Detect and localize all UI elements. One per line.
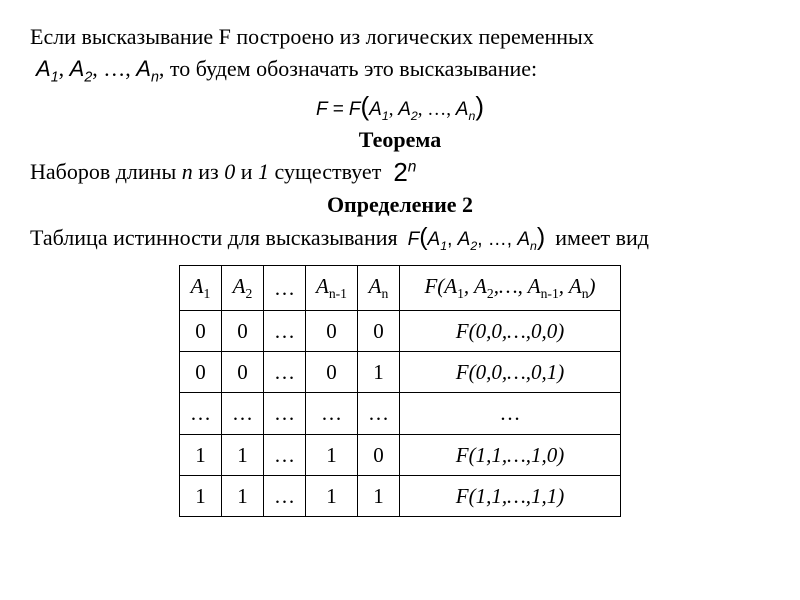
cell: 0 xyxy=(221,310,263,351)
cell: … xyxy=(263,476,305,517)
cell: … xyxy=(263,352,305,393)
cell: 1 xyxy=(221,476,263,517)
cell: … xyxy=(263,434,305,475)
cell: 1 xyxy=(358,352,400,393)
cell: 0 xyxy=(305,352,357,393)
cell-f: F(1,1,…,1,1) xyxy=(400,476,621,517)
theorem-label: Теорема xyxy=(30,125,770,155)
cell: 1 xyxy=(305,434,357,475)
line-4: Таблица истинности для высказывания F(A1… xyxy=(30,221,770,255)
cell: 1 xyxy=(358,476,400,517)
cell: … xyxy=(263,310,305,351)
var-a2: A2 xyxy=(70,56,93,81)
col-a1: A1 xyxy=(179,266,221,311)
table-row: … … … … … … xyxy=(179,393,620,434)
cell: … xyxy=(305,393,357,434)
cell-f: F(1,1,…,1,0) xyxy=(400,434,621,475)
cell: 1 xyxy=(221,434,263,475)
cell: 0 xyxy=(358,310,400,351)
two-to-n: 2n xyxy=(393,155,416,190)
line-4-tail: имеет вид xyxy=(555,223,649,253)
formula-1: F = F(A1, A2, …, An) xyxy=(30,89,770,124)
line-3-text: Наборов длины n из 0 и 1 существует xyxy=(30,157,381,187)
cell: 0 xyxy=(358,434,400,475)
line-3: Наборов длины n из 0 и 1 существует 2n xyxy=(30,155,770,190)
col-a2: A2 xyxy=(221,266,263,311)
col-f: F(A1, A2,…, An-1, An) xyxy=(400,266,621,311)
line-1: Если высказывание F построено из логичес… xyxy=(30,22,770,52)
formula-2: F(A1, A2, …, An) xyxy=(408,221,546,255)
definition-2-label: Определение 2 xyxy=(30,190,770,220)
var-an: An xyxy=(136,56,159,81)
line-2: A1, A2, …, An , то будем обозначать это … xyxy=(30,54,770,88)
table-header-row: A1 A2 … An-1 An F(A1, A2,…, An-1, An) xyxy=(179,266,620,311)
line-4-a: Таблица истинности для высказывания xyxy=(30,223,398,253)
table-row: 0 0 … 0 1 F(0,0,…,0,1) xyxy=(179,352,620,393)
truth-table: A1 A2 … An-1 An F(A1, A2,…, An-1, An) 0 … xyxy=(179,265,621,517)
cell: 1 xyxy=(305,476,357,517)
cell: … xyxy=(221,393,263,434)
table-row: 0 0 … 0 0 F(0,0,…,0,0) xyxy=(179,310,620,351)
cell: … xyxy=(179,393,221,434)
line-1-text: Если высказывание F построено из логичес… xyxy=(30,24,594,49)
cell: 0 xyxy=(179,310,221,351)
varlist: A1, A2, …, An xyxy=(30,54,159,88)
col-dots: … xyxy=(263,266,305,311)
cell-f: F(0,0,…,0,0) xyxy=(400,310,621,351)
col-anm1: An-1 xyxy=(305,266,357,311)
cell: 1 xyxy=(179,434,221,475)
cell: 1 xyxy=(179,476,221,517)
line-2-tail: , то будем обозначать это высказывание: xyxy=(159,56,537,81)
cell-f: … xyxy=(400,393,621,434)
cell: 0 xyxy=(305,310,357,351)
cell: … xyxy=(263,393,305,434)
var-a1: A1 xyxy=(36,56,59,81)
table-row: 1 1 … 1 1 F(1,1,…,1,1) xyxy=(179,476,620,517)
cell: 0 xyxy=(179,352,221,393)
cell: 0 xyxy=(221,352,263,393)
col-an: An xyxy=(358,266,400,311)
table-row: 1 1 … 1 0 F(1,1,…,1,0) xyxy=(179,434,620,475)
cell-f: F(0,0,…,0,1) xyxy=(400,352,621,393)
cell: … xyxy=(358,393,400,434)
